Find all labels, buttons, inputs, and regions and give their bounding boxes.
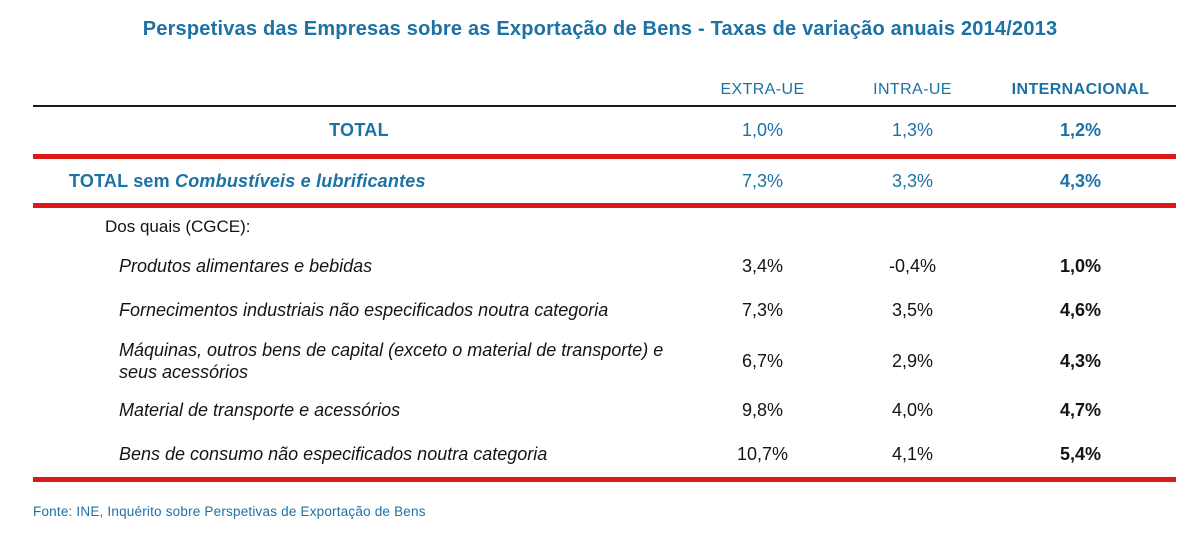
row-label: Máquinas, outros bens de capital (exceto… bbox=[33, 339, 685, 384]
label-italic-part: Combustíveis e lubrificantes bbox=[175, 170, 426, 191]
row-label-total-excl-fuels: TOTAL sem Combustíveis e lubrificantes bbox=[33, 171, 685, 192]
table-row-total: TOTAL 1,0% 1,3% 1,2% bbox=[33, 107, 1176, 154]
row-label-text: Produtos alimentares e bebidas bbox=[119, 255, 373, 276]
internacional-value: 1,0% bbox=[1059, 255, 1102, 276]
intra-ue-value: 3,5% bbox=[891, 299, 934, 320]
table-row-machinery-capital-goods: Máquinas, outros bens de capital (exceto… bbox=[33, 333, 1176, 389]
extra-ue-value: 9,8% bbox=[741, 399, 784, 420]
column-header-intra-ue: INTRA-UE bbox=[873, 81, 952, 98]
row-label: Produtos alimentares e bebidas bbox=[33, 255, 685, 278]
total-excl-intra-ue-value: 3,3% bbox=[891, 170, 934, 191]
extra-ue-value: 10,7% bbox=[736, 443, 789, 464]
total-extra-ue-value: 1,0% bbox=[741, 120, 784, 140]
total-excl-internacional-value: 4,3% bbox=[1059, 170, 1102, 191]
internacional-value: 5,4% bbox=[1059, 443, 1102, 464]
red-rule-2 bbox=[33, 203, 1176, 208]
row-label-text: Bens de consumo não especificados noutra… bbox=[119, 443, 548, 464]
extra-ue-value: 3,4% bbox=[741, 255, 784, 276]
red-rule-bottom bbox=[33, 477, 1176, 482]
row-label: Fornecimentos industriais não especifica… bbox=[33, 299, 685, 322]
table-row-total-excl-fuels: TOTAL sem Combustíveis e lubrificantes 7… bbox=[33, 159, 1176, 203]
column-header-extra-ue: EXTRA-UE bbox=[720, 81, 805, 98]
extra-ue-value: 6,7% bbox=[741, 350, 784, 371]
label-prefix: TOTAL sem bbox=[69, 170, 176, 191]
table-row-food-beverages: Produtos alimentares e bebidas 3,4% -0,4… bbox=[33, 245, 1176, 287]
extra-ue-value: 7,3% bbox=[741, 299, 784, 320]
row-label-text: Material de transporte e acessórios bbox=[119, 399, 401, 420]
table-row-consumer-goods: Bens de consumo não especificados noutra… bbox=[33, 431, 1176, 477]
red-rule-1 bbox=[33, 154, 1176, 159]
internacional-value: 4,6% bbox=[1059, 299, 1102, 320]
row-label-text: Máquinas, outros bens de capital (exceto… bbox=[119, 339, 664, 383]
row-label-text: Fornecimentos industriais não especifica… bbox=[119, 299, 609, 320]
intra-ue-value: 4,1% bbox=[891, 443, 934, 464]
table-row-section: Dos quais (CGCE): bbox=[33, 208, 1176, 245]
total-intra-ue-value: 1,3% bbox=[891, 120, 934, 140]
row-label: Bens de consumo não especificados noutra… bbox=[33, 443, 685, 466]
row-label-total: TOTAL bbox=[329, 120, 389, 140]
internacional-value: 4,7% bbox=[1059, 399, 1102, 420]
table-row-transport-material: Material de transporte e acessórios 9,8%… bbox=[33, 389, 1176, 431]
intra-ue-value: 2,9% bbox=[891, 350, 934, 371]
section-label: Dos quais (CGCE): bbox=[105, 216, 251, 236]
intra-ue-value: 4,0% bbox=[891, 399, 934, 420]
top-rule bbox=[33, 105, 1176, 107]
source-note: Fonte: INE, Inquérito sobre Perspetivas … bbox=[33, 504, 426, 519]
table-row-industrial-supplies: Fornecimentos industriais não especifica… bbox=[33, 287, 1176, 333]
intra-ue-value: -0,4% bbox=[888, 255, 937, 276]
column-header-internacional: INTERNACIONAL bbox=[1011, 81, 1150, 98]
internacional-value: 4,3% bbox=[1059, 350, 1102, 371]
page-title: Perspetivas das Empresas sobre as Export… bbox=[142, 18, 1058, 40]
export-perspectives-table: EXTRA-UE INTRA-UE INTERNACIONAL TOTAL 1,… bbox=[33, 41, 1176, 482]
row-label: Material de transporte e acessórios bbox=[33, 399, 685, 422]
total-excl-extra-ue-value: 7,3% bbox=[741, 170, 784, 191]
table-header-row: EXTRA-UE INTRA-UE INTERNACIONAL bbox=[33, 41, 1176, 105]
total-internacional-value: 1,2% bbox=[1059, 120, 1102, 140]
